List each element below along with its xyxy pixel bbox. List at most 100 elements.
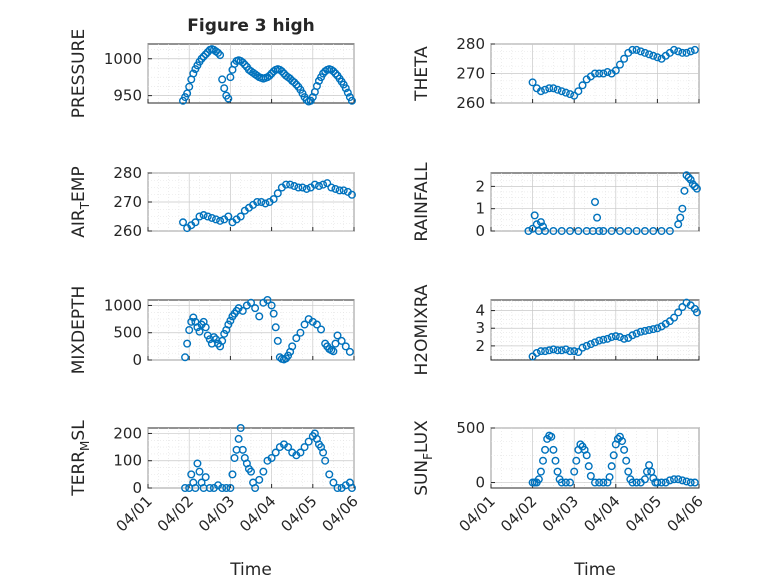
y-tick-label: 270 <box>113 193 142 211</box>
data-point <box>624 467 633 476</box>
data-point <box>290 182 299 191</box>
y-axis-label: SUNFLUX <box>412 420 435 496</box>
data-point <box>337 336 346 345</box>
data-point <box>189 69 198 78</box>
data-point <box>618 437 627 446</box>
data-point <box>259 467 268 476</box>
data-point <box>288 342 297 351</box>
data-point <box>201 323 210 332</box>
data-point <box>273 336 282 345</box>
data-point <box>532 348 541 357</box>
data-point <box>203 212 212 221</box>
y-tick-label: 950 <box>113 87 142 105</box>
data-point <box>661 478 670 487</box>
data-point <box>607 462 616 471</box>
data-point <box>236 424 245 433</box>
x-tick-label: 04/02 <box>154 492 197 535</box>
data-point <box>686 175 695 184</box>
data-point <box>238 58 247 67</box>
series-h2omixra <box>528 298 701 361</box>
y-axis-label: MIXDEPTH <box>69 286 89 375</box>
data-point <box>195 467 204 476</box>
data-point <box>216 216 225 225</box>
data-point <box>582 341 591 350</box>
data-point <box>339 186 348 195</box>
data-point <box>541 347 550 356</box>
data-point <box>582 451 591 460</box>
data-point <box>536 467 545 476</box>
data-point <box>541 226 550 235</box>
data-point <box>611 332 620 341</box>
data-point <box>296 448 305 457</box>
data-point <box>201 473 210 482</box>
data-point <box>665 476 674 485</box>
data-point <box>209 333 218 342</box>
y-tick-label: 280 <box>456 35 485 53</box>
data-point <box>599 69 608 78</box>
data-point <box>557 87 566 96</box>
series-airtemp <box>179 179 356 233</box>
data-point <box>230 454 239 463</box>
data-point <box>224 212 233 221</box>
data-point <box>302 184 311 193</box>
y-axis-label: THETA <box>412 46 432 102</box>
y-tick-label: 2 <box>475 337 485 355</box>
data-point <box>549 345 558 354</box>
data-point <box>674 475 683 484</box>
time-axis-label: Time <box>573 560 616 580</box>
data-point <box>341 342 350 351</box>
data-point <box>317 325 326 334</box>
data-point <box>331 184 340 193</box>
data-point <box>682 48 691 57</box>
data-point <box>574 87 583 96</box>
data-point <box>657 478 666 487</box>
data-point <box>240 60 249 69</box>
data-point <box>335 186 344 195</box>
data-point <box>622 456 631 465</box>
data-point <box>678 204 687 213</box>
data-point <box>197 54 206 63</box>
data-point <box>593 213 602 222</box>
data-point <box>292 334 301 343</box>
data-point <box>234 434 243 443</box>
data-point <box>670 45 679 54</box>
data-point <box>267 454 276 463</box>
data-point <box>649 474 658 483</box>
data-point <box>682 171 691 180</box>
data-point <box>333 484 342 493</box>
data-point <box>292 80 301 89</box>
data-point <box>576 440 585 449</box>
time-axis-label-right: Time <box>573 560 616 580</box>
data-point <box>228 470 237 479</box>
data-point <box>620 54 629 63</box>
data-point <box>325 470 334 479</box>
data-point <box>347 484 356 493</box>
data-point <box>557 346 566 355</box>
data-point <box>591 197 600 206</box>
data-point <box>605 473 614 482</box>
y-tick-label: 2 <box>475 177 485 195</box>
data-point <box>545 84 554 93</box>
data-point <box>181 353 190 362</box>
data-point <box>640 475 649 484</box>
data-point <box>670 475 679 484</box>
data-point <box>253 197 262 206</box>
x-tick-label: 04/02 <box>497 492 540 535</box>
data-point <box>692 184 701 193</box>
data-point <box>528 78 537 87</box>
data-point <box>238 306 247 315</box>
data-point <box>255 475 264 484</box>
data-point <box>586 340 595 349</box>
data-point <box>553 467 562 476</box>
data-point <box>310 180 319 189</box>
figure-title: Figure 3 high <box>187 16 315 36</box>
y-tick-label: 200 <box>113 424 142 442</box>
y-axis-label-main: RAINFALL <box>412 162 432 242</box>
data-point <box>323 179 332 188</box>
data-point <box>251 484 260 493</box>
data-point <box>199 52 208 61</box>
data-point <box>191 218 200 227</box>
data-point <box>653 478 662 487</box>
time-axis-label-left: Time <box>229 560 272 580</box>
x-tick-label: 04/04 <box>236 492 279 535</box>
